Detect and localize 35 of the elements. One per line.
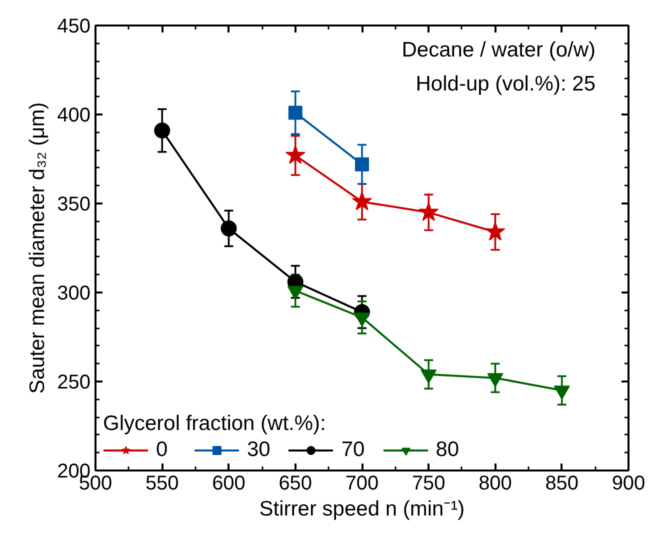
- point: [485, 221, 506, 241]
- legend-label: 80: [436, 438, 460, 462]
- y-axis-title: Sauter mean diameter d₃₂ (μm): [26, 102, 50, 394]
- point: [285, 144, 306, 164]
- point: [487, 373, 504, 388]
- point: [287, 286, 304, 300]
- y-tick-label: 300: [57, 282, 91, 304]
- x-tick-label: 600: [212, 472, 246, 494]
- y-tick-label: 400: [57, 104, 91, 126]
- point: [352, 191, 372, 210]
- point: [420, 370, 437, 384]
- point: [288, 106, 302, 120]
- legend-label: 70: [341, 438, 365, 462]
- point: [554, 386, 570, 400]
- legend-label: 0: [156, 438, 169, 462]
- point: [154, 122, 170, 139]
- legend-label: 30: [247, 438, 270, 462]
- point: [355, 157, 369, 172]
- x-axis-title: Stirrer speed n (min⁻¹): [259, 498, 465, 520]
- y-tick-label: 350: [57, 194, 91, 216]
- point: [418, 202, 439, 221]
- x-tick-label: 700: [345, 472, 379, 494]
- legend-title: Glycerol fraction (wt.%):: [103, 412, 327, 436]
- x-tick-label: 750: [412, 472, 446, 494]
- annotation: Decane / water (o/w): [402, 38, 596, 62]
- y-tick-label: 450: [57, 16, 91, 38]
- point: [354, 312, 370, 327]
- x-tick-label: 900: [612, 472, 646, 494]
- annotation: Hold-up (vol.%): 25: [416, 72, 596, 96]
- x-tick-label: 800: [478, 472, 512, 494]
- point: [220, 220, 237, 236]
- x-tick-label: 650: [278, 472, 312, 494]
- x-tick-label: 850: [545, 472, 579, 494]
- y-tick-label: 250: [57, 372, 91, 394]
- x-tick-label: 550: [145, 472, 179, 494]
